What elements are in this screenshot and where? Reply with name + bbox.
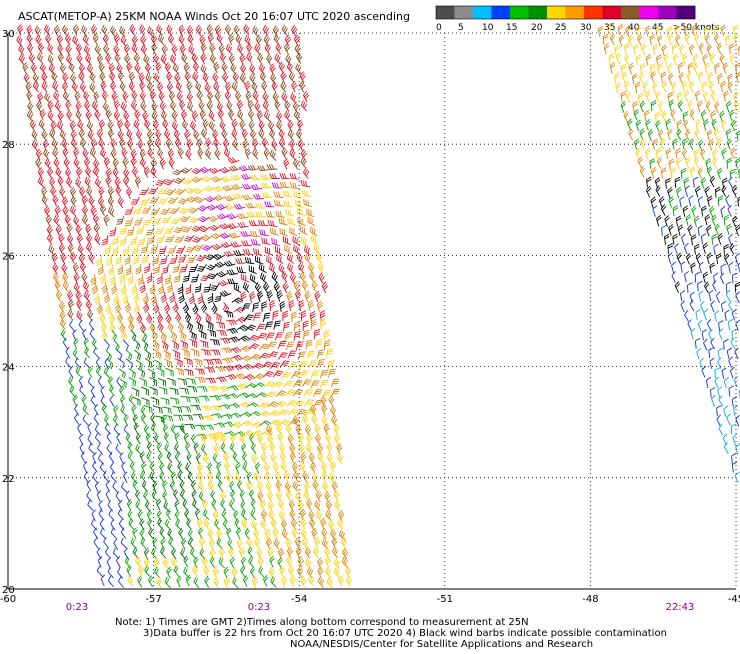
legend-swatch	[584, 6, 603, 19]
legend-label: 30	[580, 23, 592, 33]
legend-swatch	[510, 6, 529, 19]
note-line-1: Note: 1) Times are GMT 2)Times along bot…	[115, 617, 529, 628]
longitude-labels: -60 -57 -54 -51 -48 -45	[0, 594, 740, 605]
time-labels: 0:23 0:23 22:43	[66, 602, 695, 613]
lon-label: -45	[728, 594, 740, 605]
legend-swatch	[621, 6, 640, 19]
legend-swatch	[528, 6, 548, 19]
lon-label: -54	[291, 594, 307, 605]
lat-lon-grid	[7, 32, 737, 590]
time-label: 22:43	[666, 602, 695, 613]
legend-label: 20	[531, 23, 543, 33]
legend-label: 25	[555, 23, 566, 33]
note-line-3: NOAA/NESDIS/Center for Satellite Applica…	[290, 639, 593, 650]
legend-label: 5	[458, 23, 464, 33]
time-label: 0:23	[248, 602, 270, 613]
legend-swatch	[547, 6, 566, 19]
legend-swatch	[454, 6, 474, 19]
lon-label: -57	[145, 594, 161, 605]
lon-label: -51	[437, 594, 453, 605]
legend-label: 0	[436, 23, 442, 33]
legend-swatch	[676, 6, 696, 19]
legend-label: >50 knots	[673, 23, 720, 33]
legend-swatch	[436, 6, 455, 19]
lon-label: -60	[0, 594, 16, 605]
lat-label: 26	[2, 251, 15, 262]
legend-swatch	[473, 6, 492, 19]
wind-barbs	[16, 23, 740, 589]
legend-swatch	[491, 6, 511, 19]
time-label: 0:23	[66, 602, 88, 613]
color-legend: 0 5 10 15 20 25 30 35 40 45 >50 knots	[435, 5, 720, 33]
legend-label: 10	[482, 23, 494, 33]
lat-label: 20	[2, 585, 15, 596]
lat-label: 30	[2, 29, 15, 40]
lat-label: 22	[2, 474, 15, 485]
legend-swatch	[565, 6, 585, 19]
legend-label: 15	[506, 23, 517, 33]
lon-label: -48	[582, 594, 598, 605]
map-title: ASCAT(METOP-A) 25KM NOAA Winds Oct 20 16…	[18, 10, 410, 23]
legend-swatch	[602, 6, 622, 19]
latitude-labels: 30 28 26 24 22 20	[2, 29, 15, 596]
legend-swatch	[639, 6, 659, 19]
legend-swatch	[658, 6, 677, 19]
legend-label: 40	[628, 23, 640, 33]
lat-label: 24	[2, 363, 15, 374]
lat-label: 28	[2, 140, 15, 151]
note-line-2: 3)Data buffer is 22 hrs from Oct 20 16:0…	[143, 628, 667, 639]
